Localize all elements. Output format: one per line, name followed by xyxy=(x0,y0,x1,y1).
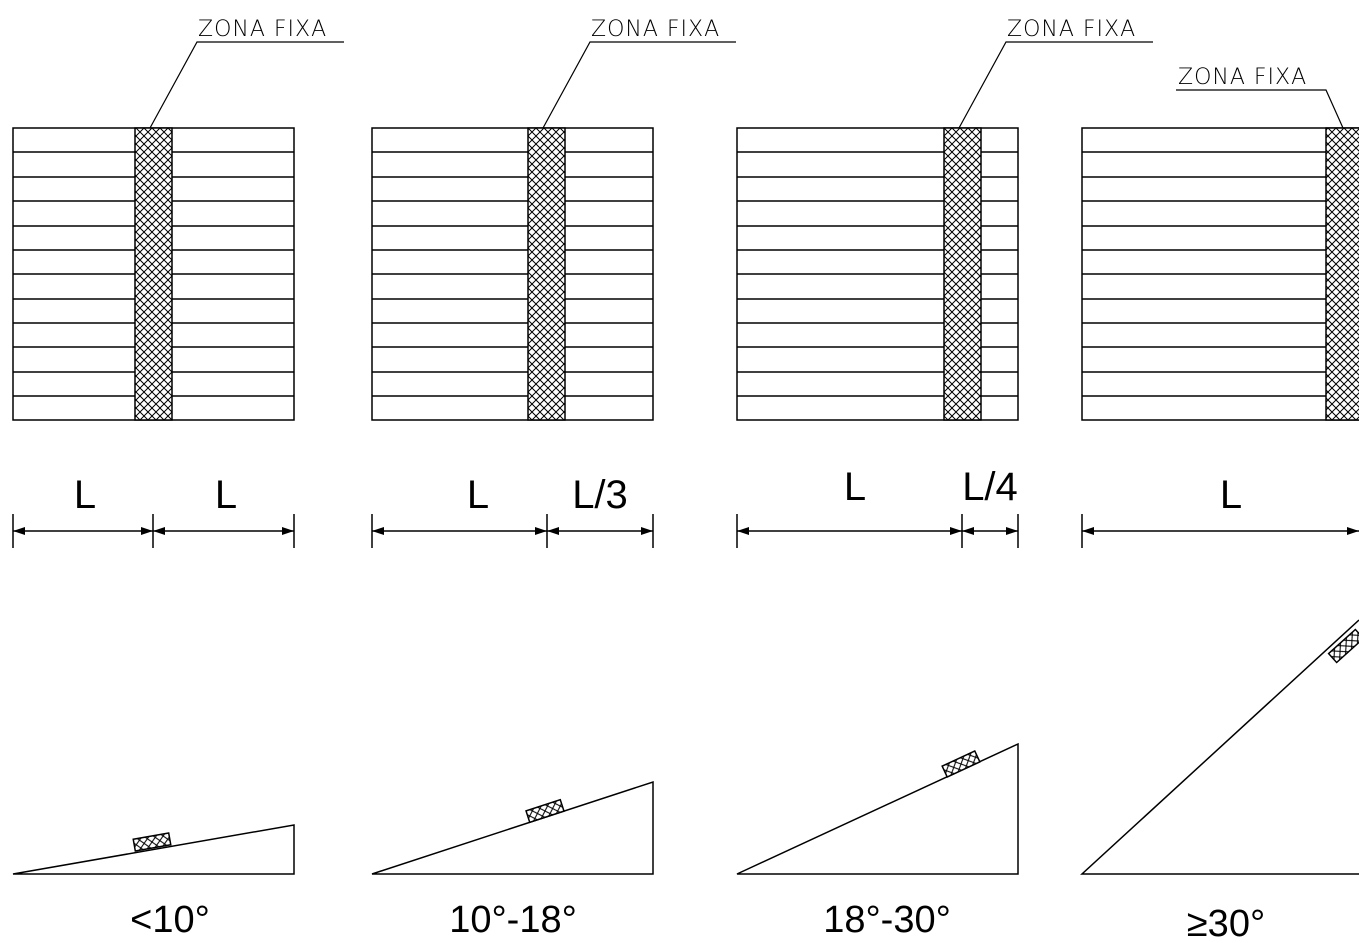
angle-label-3: 18°-30° xyxy=(823,899,951,941)
plan-rows-2 xyxy=(372,151,653,397)
dim-label-2a: L xyxy=(467,473,489,517)
plan-rows-4 xyxy=(1082,151,1359,397)
roof-plan-2 xyxy=(371,127,654,421)
fixed-block-3 xyxy=(941,749,981,779)
angle-label-1: <10° xyxy=(130,899,210,941)
zone-label-3: ZONA FIXA xyxy=(1007,17,1136,42)
fixed-block-2 xyxy=(525,798,565,824)
angle-label-2: 10°-18° xyxy=(449,899,577,941)
panel-2: ZONA FIXA L L/3 10°-18° xyxy=(371,17,736,941)
slope-triangle-4 xyxy=(1080,619,1359,875)
fixed-zone-1 xyxy=(134,127,173,421)
leader-line-4 xyxy=(1176,89,1344,129)
angle-label-4: ≥30° xyxy=(1187,903,1265,943)
zone-label-1: ZONA FIXA xyxy=(198,17,327,42)
fixed-block-1 xyxy=(132,832,172,852)
panel-1: ZONA FIXA L L <10° xyxy=(12,17,344,941)
panel-3: ZONA FIXA L L/4 18°-30° xyxy=(736,17,1153,941)
slope-triangle-3 xyxy=(736,742,1019,875)
dim-label-3a: L xyxy=(844,465,866,509)
dim-label-3b: L/4 xyxy=(962,465,1018,509)
panel-4: ZONA FIXA L ≥30° xyxy=(1080,65,1359,943)
fixed-block-4 xyxy=(1327,628,1359,664)
leader-line-2 xyxy=(542,41,736,129)
fixed-zone-4 xyxy=(1325,127,1359,421)
zone-label-4: ZONA FIXA xyxy=(1178,65,1307,90)
fixed-zone-2 xyxy=(527,127,566,421)
roof-plan-4 xyxy=(1081,127,1359,421)
slope-triangle-1 xyxy=(12,824,295,875)
dimension-4 xyxy=(1081,514,1359,548)
dim-label-4a: L xyxy=(1220,473,1242,517)
dimension-3 xyxy=(736,514,1019,548)
zone-label-2: ZONA FIXA xyxy=(591,17,720,42)
dim-label-1a: L xyxy=(74,473,96,517)
dimension-1 xyxy=(12,514,295,548)
leader-line-1 xyxy=(149,41,344,129)
dim-label-1b: L xyxy=(215,473,237,517)
slope-triangle-2 xyxy=(371,780,654,875)
leader-line-3 xyxy=(958,41,1153,129)
dimension-2 xyxy=(371,514,654,548)
fixed-zone-3 xyxy=(943,127,982,421)
dim-label-2b: L/3 xyxy=(572,473,628,517)
